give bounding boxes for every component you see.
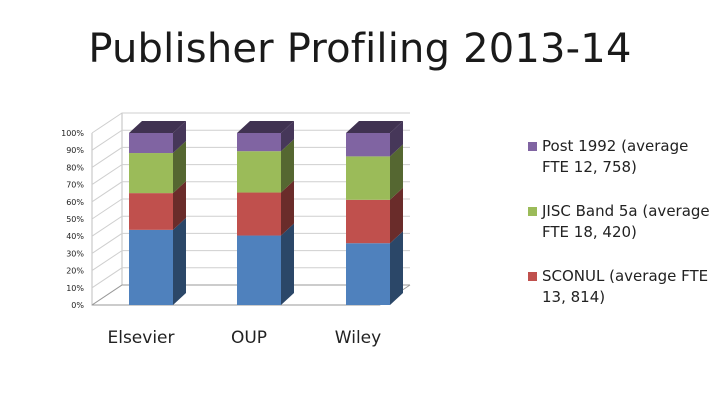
slide-title: Publisher Profiling 2013-14 (88, 26, 632, 72)
bar-oup-2 (237, 192, 281, 236)
bar-oup-4-top (237, 121, 294, 133)
bar-wiley-4-side (390, 121, 403, 157)
bar-wiley-4-top (346, 121, 403, 133)
gridline (91, 146, 410, 168)
y-tick-label-80: 80% (66, 163, 84, 172)
bar-elsevier-4-top (129, 121, 186, 133)
legend-swatch-sconul (528, 272, 537, 281)
gridline (91, 284, 410, 306)
legend-label-jisc-band-5a: JISC Band 5a (average FTE 18, 420) (542, 202, 710, 241)
y-tick-label-60: 60% (66, 198, 84, 207)
bar-wiley-1-side (390, 231, 403, 305)
bar-elsevier-3-side (173, 141, 186, 194)
legend-item-jisc-band-5a: JISC Band 5a (average FTE 18, 420) (528, 201, 718, 243)
bar-oup-3-side (281, 139, 294, 193)
gridline (91, 267, 410, 289)
bar-wiley-4 (346, 133, 390, 157)
y-tick-label-100: 100% (61, 129, 84, 138)
bar-oup-4 (237, 133, 281, 152)
gridline (91, 164, 410, 186)
x-axis-categories: Elsevier OUP Wiley (107, 328, 381, 348)
y-tick-label-30: 30% (66, 249, 84, 258)
bar-oup-4-side (281, 121, 294, 152)
legend-label-sconul: SCONUL (average FTE 13, 814) (542, 267, 709, 306)
bar-oup-1-side (281, 223, 294, 305)
bar-elsevier-4 (129, 133, 173, 154)
bar-wiley-3-side (390, 144, 403, 200)
gridline (91, 198, 410, 220)
y-tick-label-90: 90% (66, 146, 84, 155)
bar-wiley-2-side (390, 187, 403, 244)
bar-oup-3 (237, 151, 281, 193)
bar-elsevier-2-side (173, 181, 186, 230)
bar-oup-2-side (281, 180, 294, 236)
legend-label-post-1992: Post 1992 (average FTE 12, 758) (542, 137, 689, 176)
legend-item-sconul: SCONUL (average FTE 13, 814) (528, 266, 718, 308)
y-tick-label-20: 20% (66, 267, 84, 276)
bar-elsevier-1 (129, 229, 173, 305)
y-axis-ticks: 0% 10% 20% 30% 40% 50% 60% 70% 80% 90% 100% (61, 129, 84, 310)
bar-oup-1 (237, 235, 281, 305)
y-tick-label-50: 50% (66, 215, 84, 224)
legend-swatch-post-1992 (528, 142, 537, 151)
bar-elsevier-3 (129, 153, 173, 194)
chart-gridlines (91, 112, 411, 306)
gridline (91, 232, 410, 254)
bar-elsevier-1-side (173, 217, 186, 305)
bar-wiley-1 (346, 243, 390, 305)
bar-elsevier-2 (129, 193, 173, 230)
gridline (91, 250, 410, 272)
bar-wiley-2 (346, 199, 390, 244)
y-tick-label-10: 10% (66, 284, 84, 293)
y-tick-label-70: 70% (66, 181, 84, 190)
bar-stack-elsevier (129, 121, 186, 305)
gridline (91, 215, 410, 237)
category-label-elsevier: Elsevier (107, 328, 174, 348)
gridline (91, 112, 410, 134)
y-tick-label-40: 40% (66, 232, 84, 241)
category-label-wiley: Wiley (335, 328, 381, 348)
bar-wiley-3 (346, 156, 390, 200)
legend-swatch-jisc-band-5a (528, 207, 537, 216)
bar-elsevier-4-side (173, 121, 186, 154)
legend-item-post-1992: Post 1992 (average FTE 12, 758) (528, 136, 718, 178)
bar-stack-wiley (346, 121, 403, 305)
y-tick-label-0: 0% (71, 301, 84, 310)
chart-bars (129, 121, 403, 305)
category-label-oup: OUP (231, 328, 267, 348)
bar-stack-oup (237, 121, 294, 305)
gridline (91, 181, 410, 203)
gridline (91, 129, 410, 151)
